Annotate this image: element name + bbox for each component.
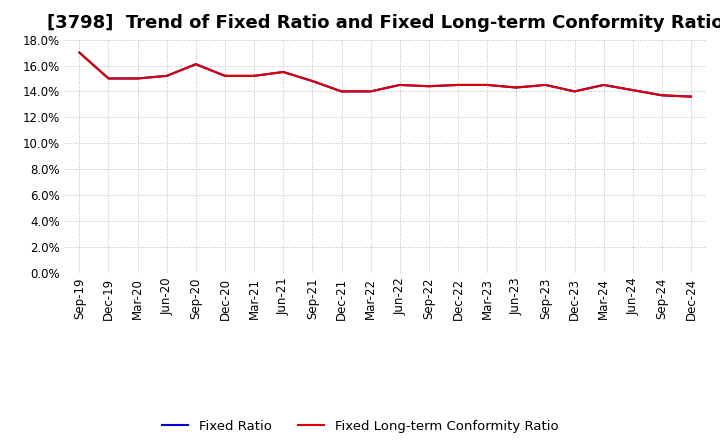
Fixed Ratio: [687, 94, 696, 99]
Fixed Long-term Conformity Ratio: [337, 89, 346, 94]
Fixed Long-term Conformity Ratio: [133, 76, 142, 81]
Line: Fixed Ratio: Fixed Ratio: [79, 52, 691, 97]
Fixed Long-term Conformity Ratio: [454, 82, 462, 88]
Fixed Ratio: [163, 73, 171, 78]
Fixed Ratio: [395, 82, 404, 88]
Fixed Ratio: [483, 82, 492, 88]
Fixed Long-term Conformity Ratio: [483, 82, 492, 88]
Fixed Long-term Conformity Ratio: [570, 89, 579, 94]
Fixed Ratio: [599, 82, 608, 88]
Fixed Ratio: [512, 85, 521, 90]
Fixed Long-term Conformity Ratio: [425, 84, 433, 89]
Fixed Long-term Conformity Ratio: [541, 82, 550, 88]
Fixed Ratio: [629, 88, 637, 93]
Fixed Ratio: [104, 76, 113, 81]
Fixed Long-term Conformity Ratio: [192, 62, 200, 67]
Fixed Long-term Conformity Ratio: [629, 88, 637, 93]
Legend: Fixed Ratio, Fixed Long-term Conformity Ratio: Fixed Ratio, Fixed Long-term Conformity …: [156, 414, 564, 438]
Fixed Long-term Conformity Ratio: [687, 94, 696, 99]
Fixed Ratio: [454, 82, 462, 88]
Fixed Ratio: [279, 70, 287, 75]
Fixed Ratio: [657, 93, 666, 98]
Fixed Ratio: [570, 89, 579, 94]
Fixed Long-term Conformity Ratio: [395, 82, 404, 88]
Fixed Long-term Conformity Ratio: [220, 73, 229, 78]
Fixed Long-term Conformity Ratio: [163, 73, 171, 78]
Fixed Long-term Conformity Ratio: [512, 85, 521, 90]
Fixed Ratio: [220, 73, 229, 78]
Line: Fixed Long-term Conformity Ratio: Fixed Long-term Conformity Ratio: [79, 52, 691, 97]
Fixed Ratio: [308, 78, 317, 84]
Fixed Long-term Conformity Ratio: [599, 82, 608, 88]
Fixed Ratio: [337, 89, 346, 94]
Title: [3798]  Trend of Fixed Ratio and Fixed Long-term Conformity Ratio: [3798] Trend of Fixed Ratio and Fixed Lo…: [47, 15, 720, 33]
Fixed Long-term Conformity Ratio: [250, 73, 258, 78]
Fixed Ratio: [192, 62, 200, 67]
Fixed Long-term Conformity Ratio: [657, 93, 666, 98]
Fixed Long-term Conformity Ratio: [308, 78, 317, 84]
Fixed Ratio: [425, 84, 433, 89]
Fixed Long-term Conformity Ratio: [366, 89, 375, 94]
Fixed Ratio: [541, 82, 550, 88]
Fixed Long-term Conformity Ratio: [75, 50, 84, 55]
Fixed Ratio: [133, 76, 142, 81]
Fixed Ratio: [250, 73, 258, 78]
Fixed Ratio: [366, 89, 375, 94]
Fixed Ratio: [75, 50, 84, 55]
Fixed Long-term Conformity Ratio: [104, 76, 113, 81]
Fixed Long-term Conformity Ratio: [279, 70, 287, 75]
